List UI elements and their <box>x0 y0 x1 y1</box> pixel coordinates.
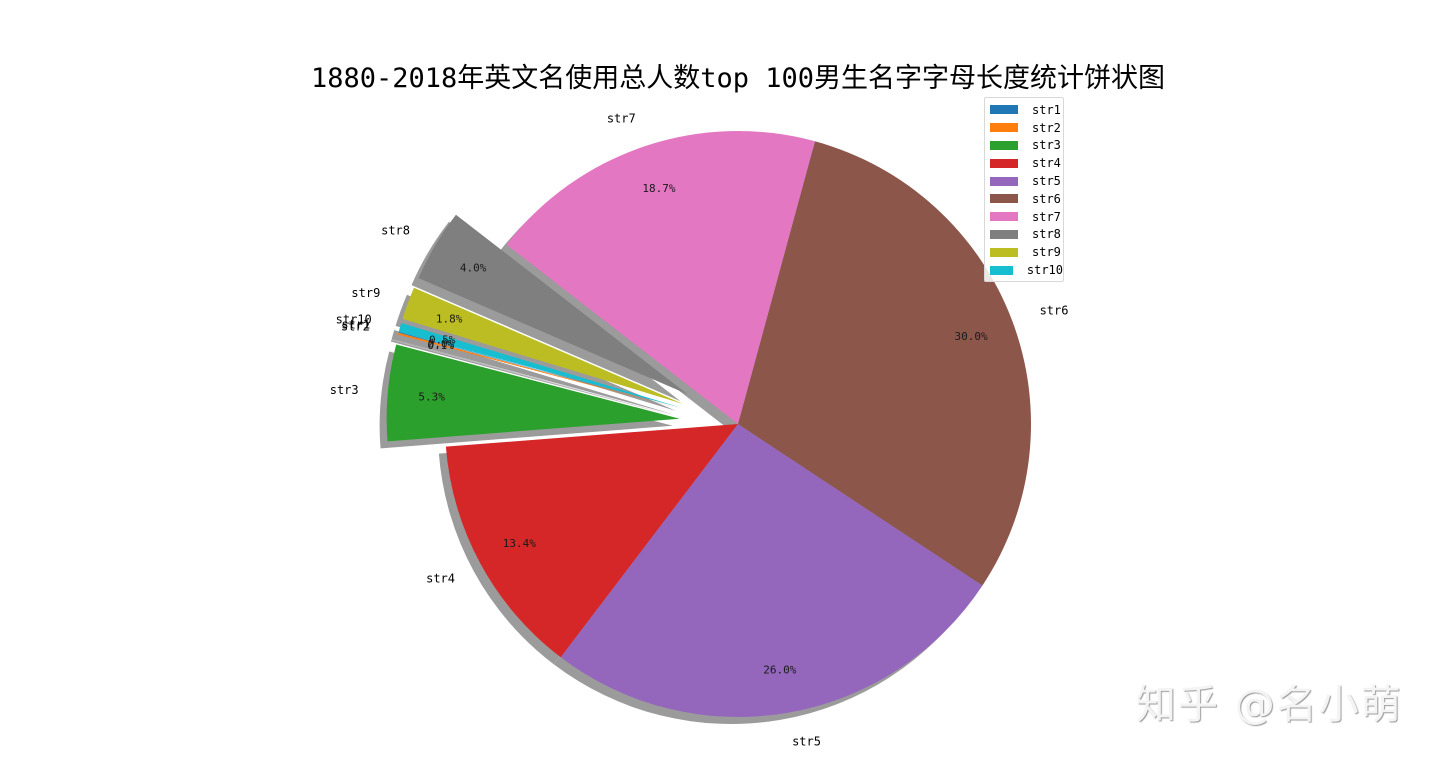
legend-item-str8: str8 <box>985 226 1063 244</box>
slice-str4 <box>445 424 738 658</box>
legend-swatch <box>990 265 1013 275</box>
category-label-str2: str2 <box>341 319 370 333</box>
category-label-str5: str5 <box>792 735 821 749</box>
legend-swatch <box>990 105 1018 115</box>
slice-str10 <box>398 322 682 408</box>
legend-item-str9: str9 <box>985 243 1063 261</box>
legend: str1 str2 str3 str4 str5 str6 str7 str8 str9 str1… <box>984 97 1064 282</box>
slice-str2 <box>397 332 682 409</box>
legend-item-str5: str5 <box>985 172 1063 190</box>
legend-label: str2 <box>1032 120 1061 135</box>
legend-swatch <box>990 140 1018 150</box>
legend-swatch <box>990 194 1018 204</box>
legend-label: str7 <box>1032 209 1061 224</box>
legend-item-str10: str10 <box>985 261 1063 279</box>
pct-label-str2: 0.1% <box>427 339 454 352</box>
slice-str5 <box>560 424 983 717</box>
legend-label: str6 <box>1032 191 1061 206</box>
legend-swatch <box>990 247 1018 257</box>
pie-slices <box>386 131 1031 717</box>
watermark: 知乎 @名小萌 <box>1136 682 1403 728</box>
legend-swatch <box>990 212 1018 222</box>
legend-item-str6: str6 <box>985 190 1063 208</box>
chart-title: 1880-2018年英文名使用总人数top 100男生名字字母长度统计饼状图 <box>310 63 1166 94</box>
legend-swatch <box>990 229 1018 239</box>
pct-label-str10: 0.5% <box>429 333 456 346</box>
slice-str8 <box>418 214 688 395</box>
pie-labels: 0.0% str1 0.1% str2 5.3% str3 13.4% str4 26.0% st… <box>330 111 1069 748</box>
pct-label-str4: 13.4% <box>503 537 536 550</box>
legend-swatch <box>990 158 1018 168</box>
legend-label: str1 <box>1032 102 1061 117</box>
slice-str1 <box>398 331 682 409</box>
slice-shadow-str1 <box>391 338 675 416</box>
category-label-str6: str6 <box>1040 303 1069 317</box>
category-label-str1: str1 <box>341 318 370 332</box>
legend-swatch <box>990 176 1018 186</box>
pct-label-str6: 30.0% <box>954 330 987 343</box>
pct-label-str1: 0.0% <box>428 338 455 351</box>
legend-item-str1: str1 <box>985 101 1063 119</box>
pct-label-str9: 1.8% <box>436 312 463 325</box>
category-label-str3: str3 <box>330 383 359 397</box>
category-label-str4: str4 <box>426 571 455 585</box>
slice-shadow-str2 <box>390 339 675 416</box>
legend-label: str3 <box>1032 138 1061 153</box>
pct-label-str3: 5.3% <box>418 390 445 403</box>
legend-item-str3: str3 <box>985 137 1063 155</box>
legend-label: str10 <box>1026 263 1063 278</box>
category-label-str7: str7 <box>607 111 636 125</box>
legend-label: str9 <box>1032 245 1061 260</box>
slice-str6 <box>738 141 1031 586</box>
slice-str7 <box>506 131 815 424</box>
pct-label-str7: 18.7% <box>642 182 675 195</box>
legend-swatch <box>990 123 1018 133</box>
category-label-str8: str8 <box>381 223 410 237</box>
legend-label: str5 <box>1032 174 1061 189</box>
legend-item-str2: str2 <box>985 119 1063 137</box>
legend-label: str4 <box>1032 156 1061 171</box>
pct-label-str8: 4.0% <box>460 262 487 275</box>
category-label-str10: str10 <box>336 312 372 326</box>
slice-str3 <box>386 344 680 442</box>
legend-label: str8 <box>1032 227 1061 242</box>
category-label-str9: str9 <box>351 286 380 300</box>
pct-label-str5: 26.0% <box>763 664 796 677</box>
legend-item-str7: str7 <box>985 208 1063 226</box>
legend-item-str4: str4 <box>985 154 1063 172</box>
slice-str9 <box>402 287 683 404</box>
